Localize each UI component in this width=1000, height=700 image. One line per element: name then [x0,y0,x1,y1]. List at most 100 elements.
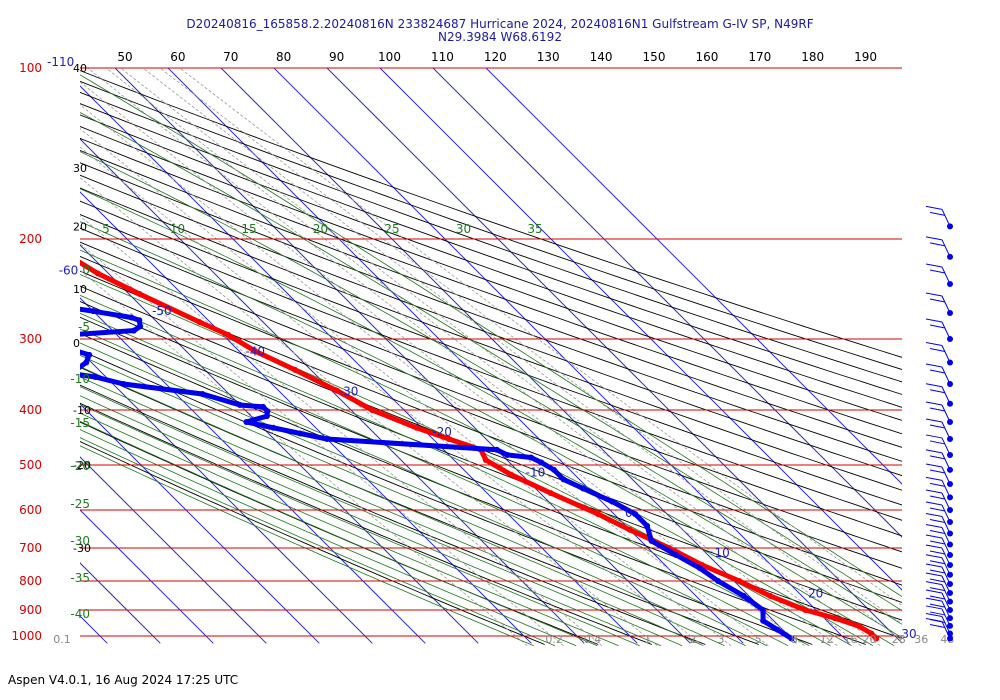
series-point [855,622,862,629]
pressure-tick-label: 200 [19,232,42,246]
series-point [324,436,331,443]
isotherm-label: 20 [808,587,823,601]
dry-adiabat-line [80,227,902,537]
isotherm-line [326,68,902,644]
series-point [42,281,48,287]
wind-barb-flag [929,595,946,600]
series-point [90,308,97,315]
wind-barb-staff [941,239,951,258]
theta-e-label: 35 [527,222,542,236]
series-point [767,592,774,599]
theta-e-label: 20 [313,222,328,236]
series-point [644,522,651,529]
wind-barb-flag [925,363,943,368]
wind-barb-staff [941,616,951,634]
series-point [482,457,489,464]
wind-barb-flag [929,407,946,412]
wind-barb-flag [925,383,943,388]
wind-barb-staff [941,492,951,511]
wind-barb-staff [941,516,951,534]
top-axis-label: 50 [117,50,132,64]
moist-adiabat-line [80,437,556,647]
wind-barb-flag [925,581,943,586]
pressure-tick-label: 100 [19,61,42,75]
mixing-ratio-label: 20 [862,633,876,646]
moist-adiabat-line [80,420,598,647]
theta-e-label: 25 [384,222,399,236]
height-tick-label: 40 [73,62,87,75]
mixing-ratio-label: 16 [844,633,858,646]
height-tick-label: 0 [73,337,80,350]
wind-barb-staff [941,547,951,566]
theta-e-label: 10 [170,222,185,236]
isotherm-line [80,191,532,644]
series-point [48,340,54,346]
series-point [196,318,203,325]
isotherm-label: -40 [245,344,265,358]
series-point [632,511,639,518]
wind-barb-staff [941,592,951,611]
series-point [369,406,376,413]
moist-adiabat-line [80,412,619,647]
sounding-location-line: N29.3984 W68.6192 [438,30,562,44]
wind-barb-flag [929,623,946,628]
wind-barb-flag [929,298,946,303]
isotherm-line [379,68,902,591]
dry-adiabat-line [80,200,902,506]
mixing-ratio-line [120,68,881,647]
series-point [92,374,99,381]
moist-adiabat-line [80,386,683,647]
dry-adiabat-line [80,187,902,491]
wind-barb-flag [925,292,943,297]
dry-adiabat-line [80,174,902,477]
moist-adiabat-line [80,328,789,647]
wind-barb-flag [929,389,946,394]
dry-adiabat-line [80,349,813,645]
height-tick-label: -20 [73,459,91,472]
mixing-ratio-label: 12 [820,633,834,646]
series-point [547,489,554,496]
top-axis-label: 190 [854,50,877,64]
isotherm-line [80,615,108,644]
series-point [736,577,743,584]
series-point [297,430,304,437]
mixing-ratio-line [179,68,902,606]
wind-barb-staff [941,452,951,471]
series-point [270,424,277,431]
series-point [831,615,838,622]
wind-barb-staff [941,386,951,404]
top-axis-label: 150 [643,50,666,64]
wind-barb-staff [941,575,951,594]
moist-adiabat-line [80,404,640,647]
mixing-ratio-line [80,146,704,647]
mixing-ratio-line [80,177,658,647]
isotherm-line [220,68,797,644]
wind-barb-flag [925,205,943,210]
isotherm-line [80,297,426,644]
series-point [334,387,341,394]
dry-adiabat-line [80,80,902,371]
isotherm-line [80,138,585,644]
isotherm-line [80,350,373,644]
dry-adiabat-line [80,241,902,553]
series-point [873,635,880,642]
top-axis-label: 110 [431,50,454,64]
software-footer: Aspen V4.0.1, 16 Aug 2024 17:25 UTC [8,673,239,687]
isotherm-line [114,68,691,644]
series-point [626,526,633,533]
moist-adiabat-line [80,429,577,647]
series-point [15,259,21,265]
corner-temp-label: -110 [47,55,74,69]
wind-barb-flag [929,550,946,555]
wind-barb-flag [925,513,943,517]
wind-barb-flag [925,263,943,268]
series-point [47,291,53,297]
moist-adiabat-line [80,395,662,647]
isotherm-line [0,55,54,643]
wind-barb-flag [929,440,946,445]
isotherm-line [80,244,479,644]
wind-barb-flag [929,348,946,353]
isotherm-label: -30 [339,385,359,399]
series-point [83,359,90,366]
dry-adiabat-line [80,333,866,645]
